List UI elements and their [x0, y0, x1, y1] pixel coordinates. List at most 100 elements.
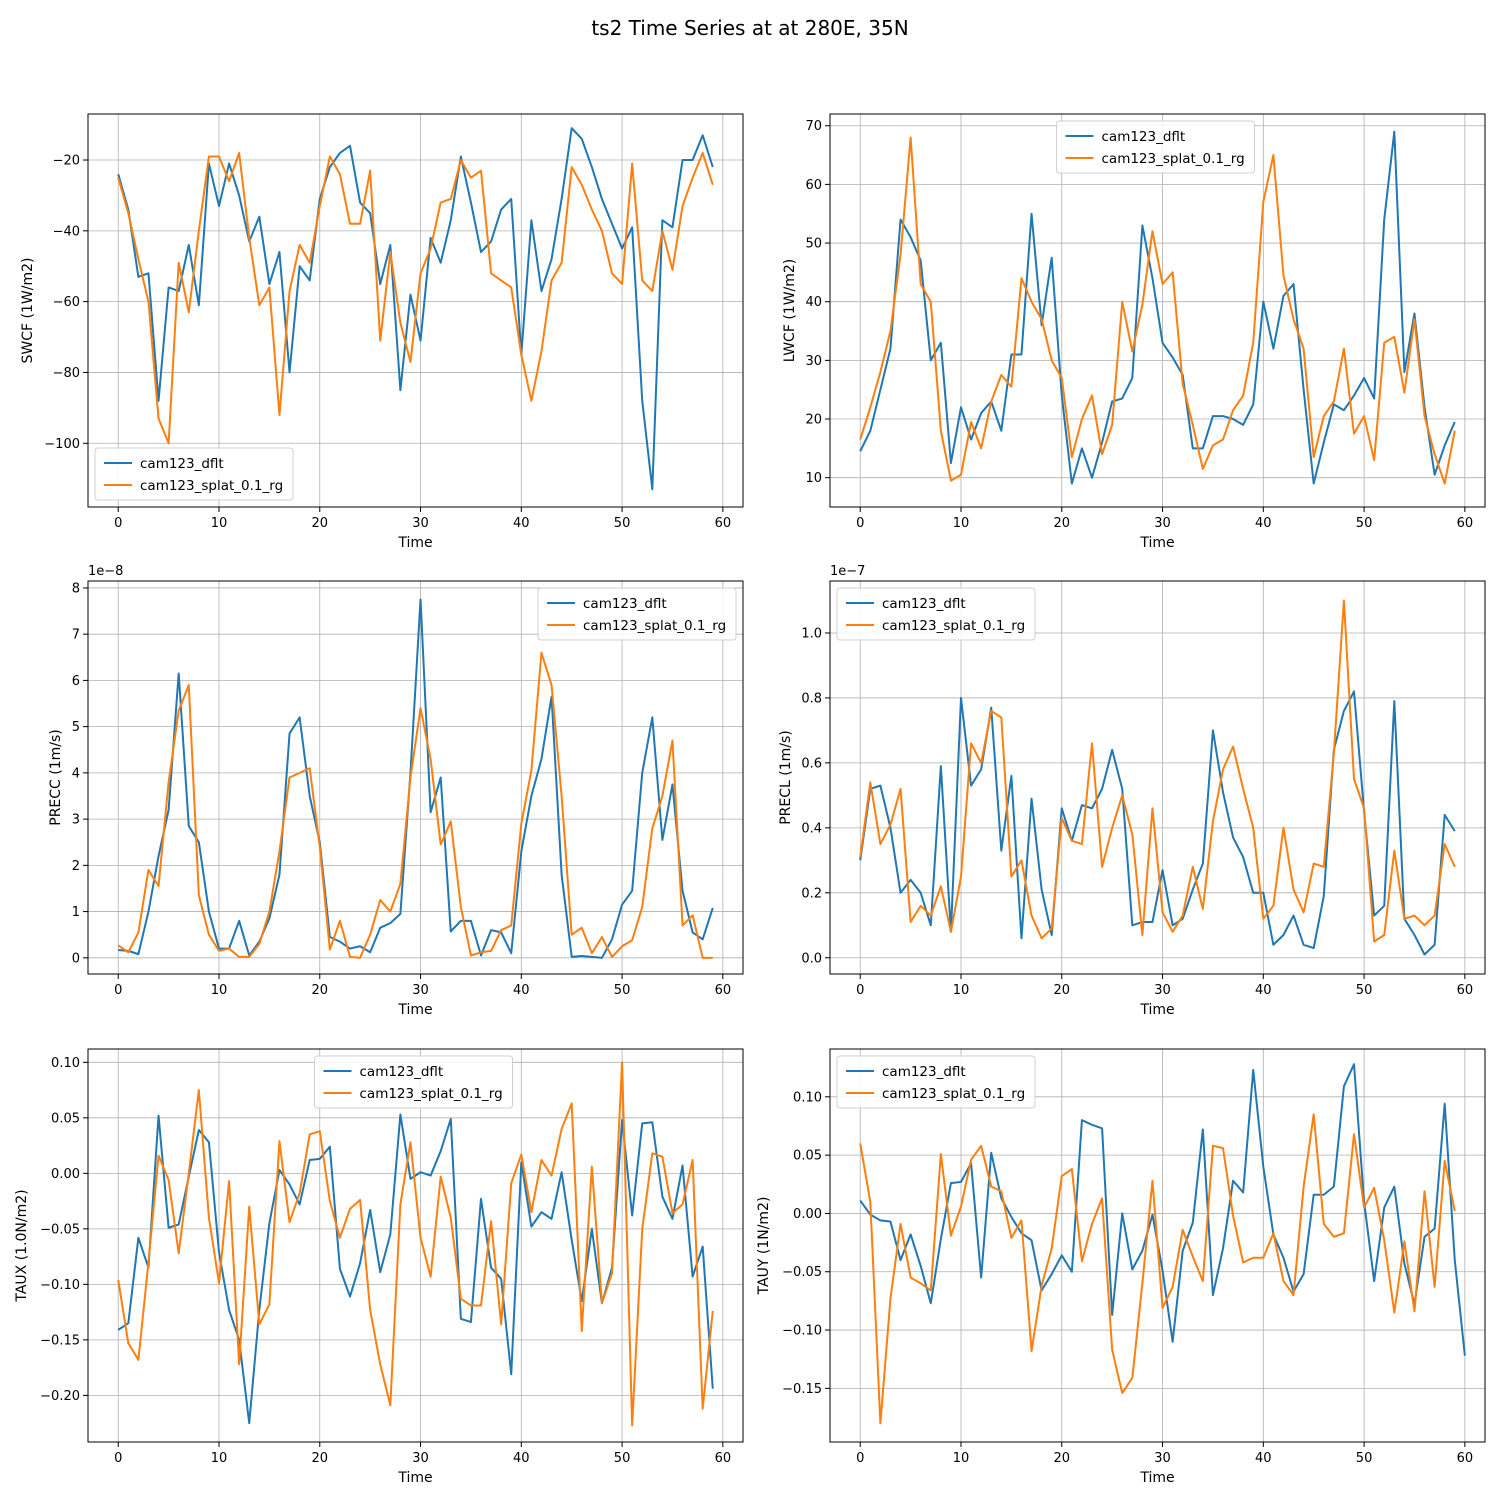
x-axis-label: Time [1139, 1002, 1174, 1018]
x-tick-label: 0 [856, 1451, 864, 1466]
y-tick-label: −0.15 [782, 1382, 822, 1397]
x-tick-label: 20 [1053, 983, 1070, 998]
x-tick-label: 10 [211, 1451, 228, 1466]
y-tick-label: 4 [72, 766, 80, 781]
x-tick-label: 40 [513, 1451, 530, 1466]
x-tick-label: 20 [1053, 516, 1070, 531]
x-tick-label: 30 [412, 516, 429, 531]
legend: cam123_dflt cam123_splat_0.1_rg [314, 1055, 513, 1109]
x-axis-label: Time [397, 1002, 432, 1018]
y-tick-label: 3 [72, 813, 80, 828]
y-tick-label: 0.05 [51, 1111, 80, 1126]
series-line-cam123_dflt [117, 1113, 714, 1425]
y-tick-label: −0.20 [40, 1389, 80, 1404]
y-axis-label: TAUX (1.0N/m2) [14, 1189, 30, 1302]
x-tick-label: 20 [311, 983, 328, 998]
x-tick-label: 50 [614, 1451, 631, 1466]
legend: cam123_dflt cam123_splat_0.1_rg [836, 1055, 1036, 1109]
y-tick-label: −80 [53, 366, 80, 381]
legend-label: cam123_dflt [360, 1064, 444, 1080]
x-tick-label: 40 [513, 516, 530, 531]
series-line-cam123_splat_0.1_rg [859, 1113, 1456, 1425]
legend-box [1056, 120, 1255, 174]
y-tick-label: −0.15 [40, 1333, 80, 1348]
y-axis-label: TAUY (1N/m2) [756, 1197, 772, 1296]
y-tick-label: 50 [805, 237, 822, 252]
subplot-5: 0 10 20 30 40 50 60 −0.20 −0.15 −0.10 −0.05 0.00 0.0… [14, 1048, 744, 1486]
x-tick-label: 50 [1356, 516, 1373, 531]
x-tick-label: 30 [1154, 983, 1171, 998]
legend: cam123_dflt cam123_splat_0.1_rg [94, 447, 294, 501]
legend: cam123_dflt cam123_splat_0.1_rg [537, 587, 737, 641]
y-tick-label: 1.0 [801, 626, 822, 641]
x-tick-label: 0 [114, 1451, 122, 1466]
legend: cam123_dflt cam123_splat_0.1_rg [836, 587, 1036, 641]
y-tick-label: 0.00 [793, 1207, 822, 1222]
axis-offset-label: 1e−8 [88, 564, 123, 579]
series-line-cam123_splat_0.1_rg [117, 151, 714, 445]
y-tick-label: 70 [805, 119, 822, 134]
axes-frame [829, 580, 1486, 975]
legend: cam123_dflt cam123_splat_0.1_rg [1056, 120, 1255, 174]
y-axis-label: PRECC (1m/s) [48, 729, 64, 826]
axis-offset-label: 1e−7 [830, 564, 865, 579]
y-tick-label: 7 [72, 628, 80, 643]
y-tick-label: −0.10 [782, 1324, 822, 1339]
series-line-cam123_splat_0.1_rg [117, 1061, 714, 1427]
y-tick-label: 2 [72, 859, 80, 874]
x-axis-label: Time [1139, 1470, 1174, 1486]
x-tick-label: 50 [1356, 983, 1373, 998]
x-tick-label: 40 [1255, 1451, 1272, 1466]
legend-box [836, 1055, 1036, 1109]
x-tick-label: 10 [211, 516, 228, 531]
y-tick-label: −0.05 [40, 1222, 80, 1237]
x-axis-label: Time [397, 1470, 432, 1486]
x-axis-label: Time [1139, 535, 1174, 551]
series-line-cam123_splat_0.1_rg [117, 651, 713, 959]
subplot-2: 0 10 20 30 40 50 60 10 20 30 40 50 60 70 Time LWCF (1W/… [782, 113, 1486, 551]
y-tick-label: 1 [72, 905, 80, 920]
x-tick-label: 60 [1457, 516, 1474, 531]
legend-label: cam123_dflt [1102, 129, 1186, 145]
x-tick-label: 20 [1053, 1451, 1070, 1466]
x-tick-label: 40 [1255, 983, 1272, 998]
legend-label: cam123_splat_0.1_rg [583, 618, 726, 634]
x-tick-label: 50 [614, 516, 631, 531]
y-tick-label: −0.05 [782, 1265, 822, 1280]
y-tick-label: 0.0 [801, 951, 822, 966]
y-axis-label: LWCF (1W/m2) [782, 259, 798, 363]
series-line-cam123_dflt [118, 598, 714, 959]
x-tick-label: 0 [856, 983, 864, 998]
x-tick-label: 50 [1356, 1451, 1373, 1466]
legend-label: cam123_dflt [583, 596, 667, 612]
y-tick-label: −40 [53, 224, 80, 239]
axes-frame [87, 113, 744, 508]
y-tick-label: 0.10 [51, 1056, 80, 1071]
legend-label: cam123_splat_0.1_rg [1102, 151, 1245, 167]
y-tick-label: 30 [805, 354, 822, 369]
series-line-cam123_dflt [859, 690, 1456, 956]
y-tick-label: 60 [805, 178, 822, 193]
legend-box [94, 447, 294, 501]
y-tick-label: 0.05 [793, 1149, 822, 1164]
axes-frame [87, 580, 744, 975]
y-tick-label: 8 [72, 581, 80, 596]
subplot-4: 0 10 20 30 40 50 60 0.0 0.2 0.4 0.6 0.8 1.0 1e−7 Time P… [778, 564, 1486, 1018]
x-tick-label: 0 [114, 516, 122, 531]
y-axis-label: SWCF (1W/m2) [20, 258, 36, 364]
y-tick-label: −0.10 [40, 1278, 80, 1293]
legend-label: cam123_splat_0.1_rg [140, 478, 283, 494]
x-tick-label: 30 [1154, 516, 1171, 531]
x-tick-label: 20 [311, 516, 328, 531]
legend-label: cam123_dflt [140, 456, 224, 472]
y-axis-label: PRECL (1m/s) [778, 730, 794, 825]
y-tick-label: 0 [72, 951, 80, 966]
x-tick-label: 60 [715, 1451, 732, 1466]
x-tick-label: 60 [1457, 1451, 1474, 1466]
x-tick-label: 40 [513, 983, 530, 998]
y-tick-label: −60 [53, 295, 80, 310]
x-tick-label: 10 [953, 516, 970, 531]
y-tick-label: 0.10 [793, 1090, 822, 1105]
series-line-cam123_splat_0.1_rg [859, 136, 1456, 485]
